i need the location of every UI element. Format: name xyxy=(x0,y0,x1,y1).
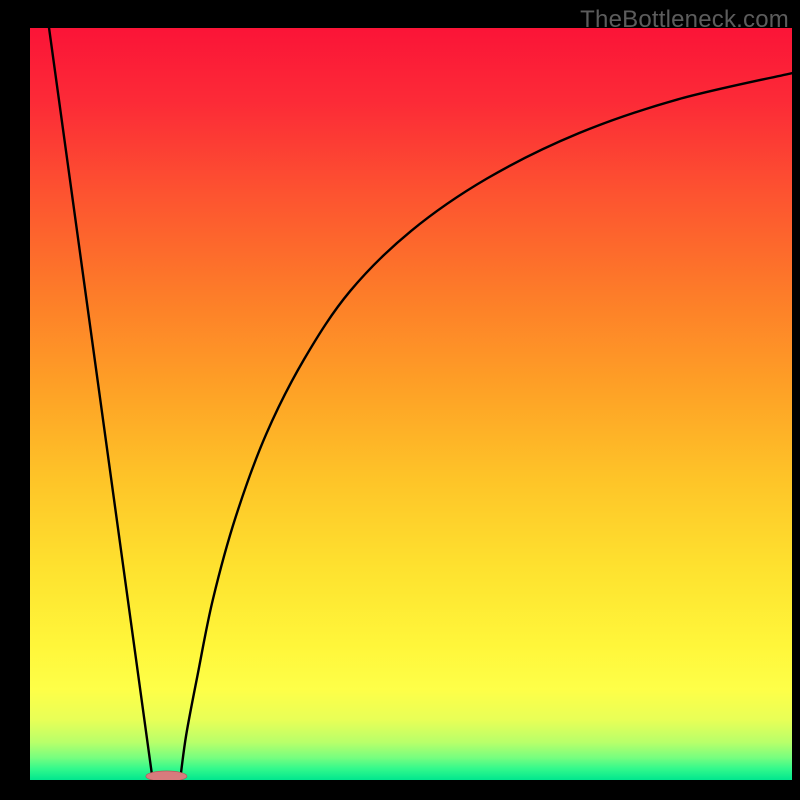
curve-layer xyxy=(30,28,792,780)
left-line xyxy=(49,28,153,780)
canvas: TheBottleneck.com xyxy=(0,0,800,800)
right-curve xyxy=(180,73,792,780)
plot-area xyxy=(30,28,792,780)
valley-marker xyxy=(146,771,187,780)
watermark-text: TheBottleneck.com xyxy=(580,6,789,34)
